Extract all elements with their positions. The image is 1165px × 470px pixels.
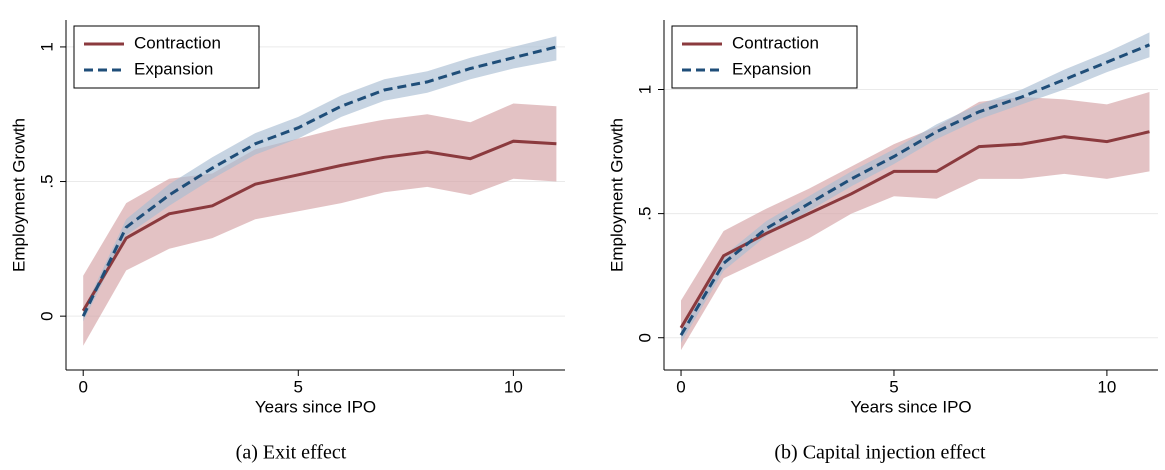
series-line <box>679 130 1150 329</box>
series-line <box>81 45 557 317</box>
caption: (b) Capital injection effect <box>774 442 986 464</box>
confidence-band <box>83 103 557 346</box>
y-tick-label: .5 <box>635 207 654 221</box>
y-tick-label: .5 <box>37 174 56 188</box>
x-tick-label: 5 <box>889 377 898 396</box>
confidence-band <box>681 92 1150 351</box>
x-axis-title: Years since IPO <box>255 397 376 416</box>
confidence-band <box>681 32 1150 343</box>
x-axis-title: Years since IPO <box>850 397 971 416</box>
y-tick-label: 0 <box>635 333 654 342</box>
x-tick-label: 5 <box>294 377 303 396</box>
x-tick-label: 10 <box>504 377 523 396</box>
legend-box <box>73 25 260 89</box>
legend-label: Expansion <box>134 59 213 78</box>
series-line <box>81 139 557 312</box>
x-tick-label: 10 <box>1097 377 1116 396</box>
x-tick-label: 0 <box>78 377 87 396</box>
legend-label: Contraction <box>732 33 819 52</box>
series-line <box>679 43 1151 336</box>
x-tick-label: 0 <box>676 377 685 396</box>
y-tick-label: 1 <box>635 85 654 94</box>
y-tick-label: 0 <box>37 311 56 320</box>
y-axis-title: Employment Growth <box>607 118 626 272</box>
legend-label: Contraction <box>134 33 221 52</box>
confidence-band <box>83 36 557 322</box>
y-tick-label: 1 <box>37 42 56 51</box>
legend-label: Expansion <box>732 59 811 78</box>
caption: (a) Exit effect <box>236 442 347 464</box>
y-axis-title: Employment Growth <box>9 118 28 272</box>
legend-box <box>671 25 858 89</box>
